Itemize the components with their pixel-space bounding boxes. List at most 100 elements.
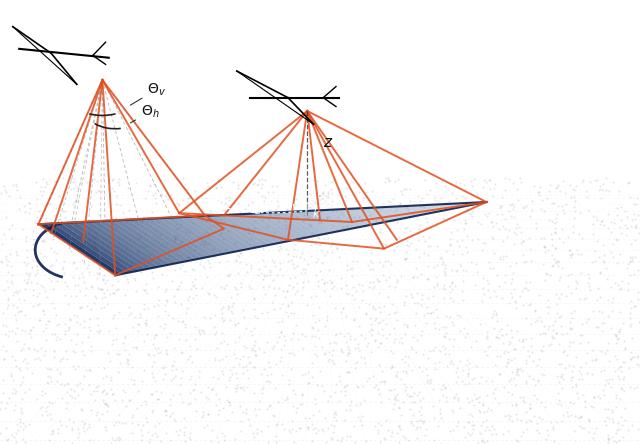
Point — [575, 423, 585, 430]
Point — [364, 327, 374, 334]
Point — [362, 377, 372, 385]
Point — [580, 397, 590, 404]
Point — [104, 231, 115, 238]
Point — [263, 378, 273, 385]
Point — [20, 438, 30, 444]
Point — [595, 308, 605, 315]
Point — [511, 230, 522, 237]
Point — [236, 384, 246, 391]
Point — [230, 385, 241, 392]
Point — [291, 195, 301, 202]
Point — [0, 183, 10, 190]
Point — [378, 332, 388, 339]
Point — [201, 393, 211, 400]
Point — [467, 213, 477, 220]
Point — [357, 215, 367, 222]
Point — [532, 420, 542, 427]
Point — [41, 214, 51, 222]
Point — [467, 376, 477, 383]
Point — [120, 420, 131, 427]
Point — [375, 229, 385, 236]
Point — [174, 282, 184, 289]
Point — [540, 248, 550, 255]
Point — [83, 250, 93, 257]
Point — [599, 252, 609, 259]
Point — [323, 424, 333, 431]
Point — [81, 284, 91, 291]
Point — [348, 257, 358, 264]
Point — [442, 363, 452, 370]
Point — [225, 366, 236, 373]
Point — [484, 259, 494, 266]
Point — [36, 262, 47, 269]
Point — [416, 301, 426, 308]
Point — [341, 281, 351, 289]
Point — [217, 310, 227, 317]
Point — [214, 231, 225, 238]
Point — [451, 369, 461, 376]
Point — [363, 262, 373, 269]
Point — [21, 234, 31, 241]
Point — [498, 238, 508, 245]
Point — [20, 208, 30, 215]
Point — [432, 242, 442, 250]
Point — [52, 365, 62, 372]
Point — [620, 358, 630, 365]
Polygon shape — [53, 223, 134, 273]
Point — [120, 334, 130, 341]
Point — [635, 224, 640, 231]
Point — [398, 368, 408, 375]
Point — [86, 283, 97, 290]
Point — [42, 412, 52, 419]
Point — [124, 396, 134, 404]
Point — [434, 396, 444, 404]
Point — [422, 371, 433, 378]
Point — [399, 186, 409, 193]
Point — [380, 379, 390, 386]
Point — [588, 346, 598, 353]
Point — [247, 347, 257, 354]
Point — [377, 325, 387, 332]
Point — [136, 218, 147, 226]
Point — [552, 419, 563, 426]
Point — [483, 423, 493, 430]
Point — [304, 380, 314, 387]
Point — [570, 186, 580, 194]
Point — [552, 257, 563, 264]
Point — [232, 385, 242, 392]
Point — [127, 420, 137, 427]
Point — [413, 363, 424, 370]
Point — [484, 209, 494, 216]
Point — [488, 265, 498, 272]
Polygon shape — [322, 210, 356, 229]
Point — [25, 327, 35, 334]
Point — [75, 233, 85, 240]
Point — [479, 408, 489, 415]
Point — [627, 258, 637, 265]
Point — [188, 387, 198, 394]
Point — [408, 333, 419, 341]
Point — [209, 323, 219, 330]
Point — [368, 284, 378, 291]
Point — [140, 320, 150, 327]
Point — [303, 278, 313, 285]
Point — [58, 270, 68, 277]
Point — [168, 391, 179, 398]
Point — [62, 283, 72, 290]
Point — [306, 252, 316, 259]
Point — [61, 381, 72, 388]
Point — [497, 210, 508, 218]
Point — [111, 325, 121, 332]
Point — [310, 401, 321, 408]
Point — [67, 393, 77, 400]
Point — [63, 326, 73, 333]
Point — [216, 340, 227, 347]
Point — [404, 243, 414, 250]
Point — [392, 429, 403, 436]
Point — [58, 175, 68, 182]
Point — [504, 300, 514, 307]
Point — [592, 238, 602, 245]
Point — [425, 348, 435, 355]
Point — [628, 303, 639, 310]
Point — [312, 217, 323, 224]
